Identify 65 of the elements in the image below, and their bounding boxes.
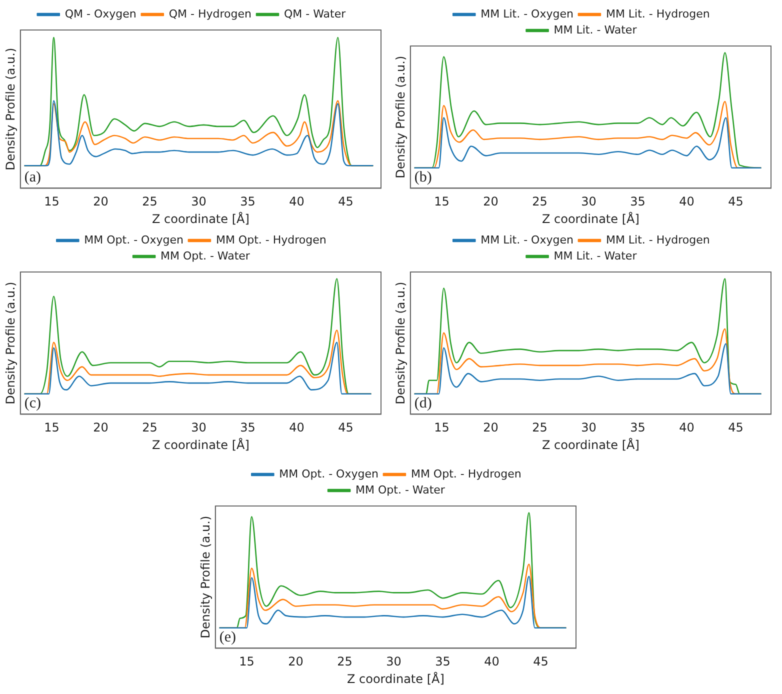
annotation: (a) — [24, 170, 42, 186]
x-tick-label: 15 — [434, 194, 450, 209]
x-tick-label: 20 — [93, 194, 108, 209]
legend-label: MM Lit. - Hydrogen — [606, 7, 710, 20]
x-tick-label: 20 — [288, 654, 304, 669]
legend-label: MM Opt. - Oxygen — [279, 467, 378, 480]
x-tick-label: 40 — [289, 420, 304, 435]
x-tick-label: 40 — [679, 194, 694, 209]
x-axis-title: Z coordinate [Å] — [152, 436, 250, 452]
x-axis-title: Z coordinate [Å] — [346, 670, 444, 686]
x-tick-label: 30 — [191, 194, 206, 209]
x-tick-label: 25 — [532, 194, 548, 209]
x-tick-label: 20 — [483, 194, 498, 209]
x-axis-title: Z coordinate [Å] — [542, 436, 640, 452]
x-tick-label: 25 — [142, 420, 158, 435]
legend-label: MM Lit. - Water — [554, 249, 638, 262]
x-tick-label: 45 — [338, 194, 354, 209]
x-tick-label: 30 — [386, 654, 402, 669]
x-tick-label: 40 — [679, 420, 694, 435]
annotation: (e) — [219, 630, 236, 646]
x-tick-label: 35 — [435, 654, 450, 669]
legend-label: MM Lit. - Oxygen — [480, 233, 574, 246]
x-tick-label: 30 — [191, 420, 206, 435]
x-tick-label: 15 — [44, 420, 60, 435]
x-tick-label: 25 — [142, 194, 158, 209]
x-tick-label: 30 — [581, 194, 596, 209]
legend-label: MM Lit. - Oxygen — [480, 7, 574, 20]
legend-label: MM Lit. - Hydrogen — [606, 233, 710, 246]
legend-label: MM Opt. - Hydrogen — [410, 467, 522, 480]
y-axis-title: Density Profile (a.u.) — [198, 516, 212, 638]
x-tick-label: 45 — [338, 420, 354, 435]
x-tick-label: 15 — [44, 194, 60, 209]
legend-label: MM Opt. - Water — [356, 483, 446, 496]
y-axis-title: Density Profile (a.u.) — [393, 282, 408, 404]
legend-label: MM Lit. - Water — [554, 23, 638, 36]
x-tick-label: 45 — [533, 654, 548, 669]
x-tick-label: 20 — [93, 420, 108, 435]
legend-label: QM - Water — [284, 7, 346, 20]
y-axis-title: Density Profile (a.u.) — [393, 56, 408, 178]
x-tick-label: 35 — [630, 420, 646, 435]
x-tick-label: 35 — [240, 420, 256, 435]
x-axis-title: Z coordinate [Å] — [152, 210, 250, 226]
y-axis-title: Density Profile (a.u.) — [3, 48, 18, 170]
x-tick-label: 40 — [484, 654, 500, 669]
x-tick-label: 20 — [483, 420, 498, 435]
x-tick-label: 35 — [240, 194, 256, 209]
x-tick-label: 35 — [630, 194, 646, 209]
legend-label: QM - Oxygen — [64, 7, 136, 20]
x-tick-label: 45 — [728, 194, 744, 209]
y-axis-title: Density Profile (a.u.) — [3, 282, 18, 404]
x-tick-label: 30 — [581, 420, 596, 435]
x-tick-label: 25 — [532, 420, 548, 435]
annotation: (c) — [24, 396, 42, 412]
x-tick-label: 25 — [337, 654, 352, 669]
legend-label: MM Opt. - Hydrogen — [216, 233, 326, 246]
legend-label: MM Opt. - Water — [160, 249, 250, 262]
legend-label: MM Opt. - Oxygen — [84, 233, 184, 246]
annotation: (d) — [414, 396, 432, 412]
x-tick-label: 40 — [289, 194, 304, 209]
x-tick-label: 45 — [728, 420, 744, 435]
x-tick-label: 15 — [239, 654, 254, 669]
legend-label: QM - Hydrogen — [168, 7, 252, 20]
annotation: (b) — [414, 170, 432, 186]
x-axis-title: Z coordinate [Å] — [542, 210, 640, 226]
x-tick-label: 15 — [434, 420, 450, 435]
